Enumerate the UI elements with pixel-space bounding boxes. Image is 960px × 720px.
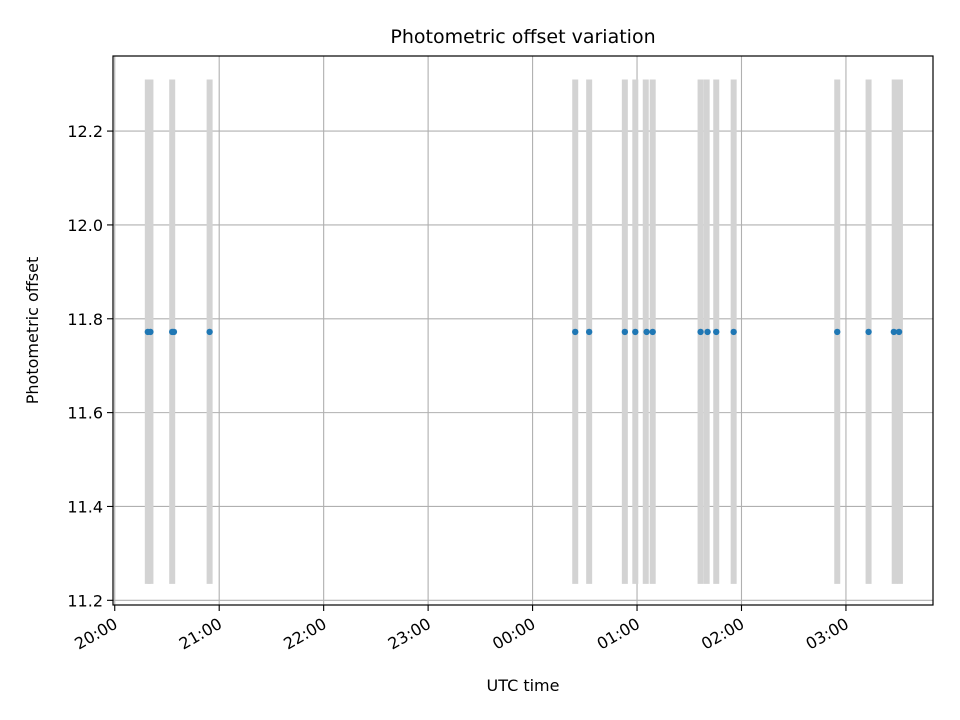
y-axis-ticks: 11.2 11.4 11.6 11.8 12.0 12.2 [67, 122, 113, 610]
data-point [890, 328, 898, 336]
y-tick-label: 12.2 [67, 122, 103, 141]
data-point [649, 328, 656, 336]
data-point [834, 328, 841, 336]
y-axis-title: Photometric offset [23, 257, 42, 405]
plot-frame [112, 55, 934, 606]
data-point [206, 328, 213, 336]
chart-title: Photometric offset variation [390, 26, 655, 48]
data-point [895, 328, 903, 336]
data-point [713, 328, 720, 336]
y-tick-label: 11.6 [67, 404, 103, 423]
points [144, 328, 903, 336]
data-point [697, 328, 704, 336]
y-tick-label: 11.4 [67, 497, 103, 516]
data-point [170, 328, 178, 336]
data-point [572, 328, 579, 336]
data-point [865, 328, 872, 336]
x-axis-title: UTC time [487, 676, 560, 695]
data-point [585, 328, 593, 336]
y-tick-label: 12.0 [67, 216, 103, 235]
y-tick-label: 11.8 [67, 310, 103, 329]
data-point [632, 328, 639, 336]
data-point [147, 328, 154, 336]
y-tick-label: 11.2 [67, 591, 103, 610]
data-point [730, 328, 737, 336]
data-point [704, 328, 711, 336]
data-point [621, 328, 629, 336]
data-point [643, 328, 650, 336]
